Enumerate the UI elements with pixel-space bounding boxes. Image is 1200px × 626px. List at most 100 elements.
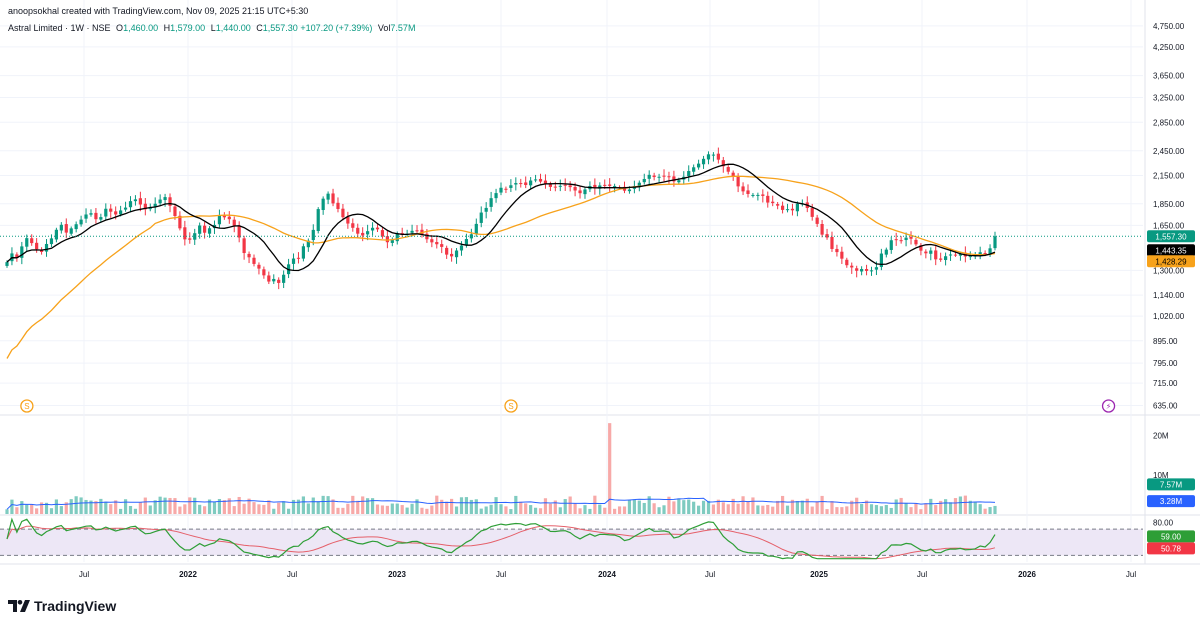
volume-bar <box>889 507 893 514</box>
candle-body <box>454 250 459 258</box>
candle-body <box>741 186 745 192</box>
candle-body <box>909 236 913 239</box>
rsi-line <box>6 517 996 560</box>
candle-body <box>5 262 9 266</box>
rsi-ma-tag-bg <box>1147 542 1195 555</box>
volume-bar <box>119 508 123 514</box>
candle-body <box>464 239 469 245</box>
dividend-event-label: S <box>24 402 29 411</box>
volume-bar <box>321 495 325 514</box>
time-tick-label: Jul <box>79 570 89 579</box>
candle-body <box>864 269 869 271</box>
volume-bar <box>420 507 424 514</box>
candle-body <box>494 193 498 199</box>
candle-body <box>869 270 874 272</box>
volume-bar <box>578 508 582 514</box>
volume-bar <box>464 497 469 514</box>
volume-bar <box>123 499 128 514</box>
candle-body <box>242 238 246 254</box>
volume-bar <box>662 505 666 514</box>
volume-bar <box>430 505 434 514</box>
candle-body <box>49 238 54 245</box>
volume-bar <box>247 498 251 514</box>
candle-body <box>815 217 819 224</box>
volume-bar <box>168 497 172 514</box>
split-event-label: ⚡ <box>1106 402 1112 411</box>
volume-bar <box>30 504 34 514</box>
candle-body <box>395 233 399 242</box>
candle-body <box>375 227 380 230</box>
candle-body <box>756 194 760 196</box>
volume-bar <box>183 504 187 514</box>
candle-body <box>810 208 814 217</box>
price-tick-label: 1,850.00 <box>1153 200 1185 209</box>
candle-body <box>904 237 908 241</box>
candle-body <box>771 201 775 204</box>
candle-body <box>548 184 552 187</box>
time-tick-label: 2022 <box>179 570 197 579</box>
volume-bar <box>380 505 385 514</box>
volume-bar <box>840 507 844 514</box>
volume-bar <box>257 504 261 514</box>
volume-bar <box>731 498 735 514</box>
candle-body <box>109 208 113 212</box>
volume-bar <box>148 505 152 514</box>
candle-body <box>701 158 706 165</box>
candle-body <box>736 176 740 187</box>
price-tick-label: 4,250.00 <box>1153 43 1185 52</box>
candle-body <box>780 205 785 210</box>
volume-bar <box>988 507 992 514</box>
candle-body <box>183 227 187 240</box>
candle-body <box>785 209 790 211</box>
volume-bar <box>538 508 543 514</box>
volume-bar <box>242 503 246 514</box>
volume-bar <box>217 498 222 514</box>
symbol-legend: Astral Limited · 1W · NSE O1,460.00 H1,5… <box>8 23 415 33</box>
volume-bar <box>771 506 775 514</box>
candle-body <box>825 234 829 238</box>
candle-body <box>346 216 350 224</box>
candle-body <box>726 167 730 172</box>
price-tick-label: 635.00 <box>1153 401 1178 410</box>
candle-body <box>958 253 963 256</box>
volume-bar <box>776 500 780 514</box>
volume-bar <box>291 499 296 514</box>
volume-bar <box>524 503 528 514</box>
time-tick-label: 2025 <box>810 570 828 579</box>
candle-body <box>751 194 755 196</box>
volume-bar <box>815 501 819 514</box>
price-tick-label: 3,650.00 <box>1153 72 1185 81</box>
volume-bar <box>741 496 745 514</box>
candle-body <box>123 207 128 210</box>
price-tick-label: 2,850.00 <box>1153 118 1185 127</box>
volume-bar <box>692 501 696 514</box>
candle-body <box>445 247 449 255</box>
volume-bar <box>622 506 627 514</box>
candle-body <box>795 203 799 212</box>
volume-bar <box>405 507 409 514</box>
volume-bar <box>375 504 380 514</box>
candle-body <box>380 230 385 237</box>
volume-bar <box>543 498 548 514</box>
volume-bar <box>706 500 711 514</box>
candle-body <box>20 246 24 258</box>
price-tick-label: 1,140.00 <box>1153 291 1185 300</box>
candle-body <box>761 194 765 196</box>
volume-bar <box>711 504 716 514</box>
ma-slow-tag-bg <box>1147 255 1195 268</box>
candle-body <box>39 249 44 252</box>
candle-body <box>138 198 142 205</box>
price-tick-label: 715.00 <box>1153 379 1178 388</box>
candle-body <box>291 258 296 264</box>
volume-bar <box>613 508 617 514</box>
tradingview-logo[interactable]: TradingView <box>8 598 116 614</box>
candle-body <box>474 223 478 234</box>
candle-body <box>820 223 824 235</box>
candle-body <box>356 227 360 234</box>
candle-body <box>939 258 943 260</box>
candle-body <box>731 172 735 177</box>
candle-body <box>54 229 58 240</box>
candle-body <box>953 254 958 256</box>
candle-body <box>578 190 582 194</box>
